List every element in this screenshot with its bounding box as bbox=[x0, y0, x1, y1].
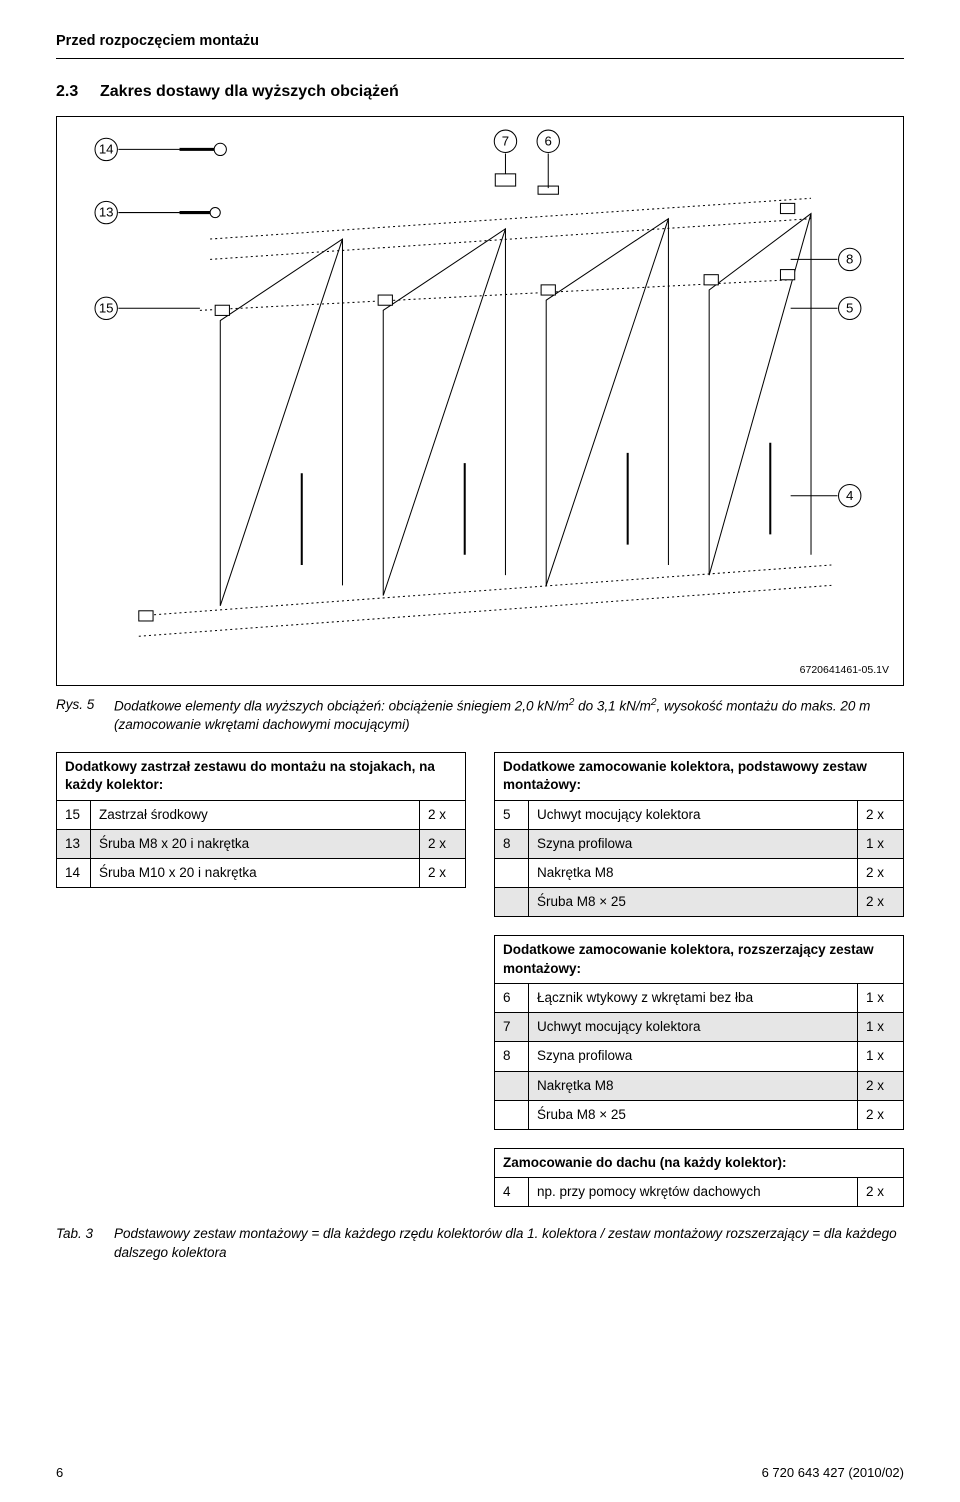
table-r3: Zamocowanie do dachu (na każdy kolektor)… bbox=[494, 1148, 904, 1207]
part-desc: Śruba M8 × 25 bbox=[529, 1100, 858, 1129]
part-number: 5 bbox=[495, 800, 529, 829]
part-qty: 2 x bbox=[858, 1071, 904, 1100]
table-row: 8Szyna profilowa1 x bbox=[495, 829, 904, 858]
exploded-diagram: 14 13 15 7 6 8 5 4 6720641461-05.1V bbox=[56, 116, 904, 686]
part-number bbox=[495, 888, 529, 917]
diagram-svg: 14 13 15 7 6 8 5 4 bbox=[69, 127, 891, 677]
figure-label: Rys. 5 bbox=[56, 696, 114, 734]
svg-text:13: 13 bbox=[99, 205, 114, 220]
svg-text:15: 15 bbox=[99, 301, 114, 316]
table-row: 7Uchwyt mocujący kolektora1 x bbox=[495, 1013, 904, 1042]
part-desc: Łącznik wtykowy z wkrętami bez łba bbox=[529, 983, 858, 1012]
part-qty: 2 x bbox=[858, 800, 904, 829]
callout-15: 15 bbox=[95, 297, 117, 319]
tables-row: Dodatkowy zastrzał zestawu do montażu na… bbox=[56, 752, 904, 1207]
svg-text:14: 14 bbox=[99, 142, 114, 157]
figure-code: 6720641461-05.1V bbox=[800, 663, 889, 677]
table-r2: Dodatkowe zamocowanie kolektora, rozszer… bbox=[494, 935, 904, 1130]
part-qty: 2 x bbox=[858, 888, 904, 917]
part-number: 4 bbox=[495, 1178, 529, 1207]
part-qty: 2 x bbox=[858, 1100, 904, 1129]
part-desc: Nakrętka M8 bbox=[529, 858, 858, 887]
part-number: 13 bbox=[57, 829, 91, 858]
section-title: 2.3Zakres dostawy dla wyższych obciążeń bbox=[56, 81, 904, 103]
table-row: 15Zastrzał środkowy2 x bbox=[57, 800, 466, 829]
part-desc: Szyna profilowa bbox=[529, 1042, 858, 1071]
callout-8: 8 bbox=[839, 248, 861, 270]
table-row: 6Łącznik wtykowy z wkrętami bez łba1 x bbox=[495, 983, 904, 1012]
table-row: 14Śruba M10 x 20 i nakrętka2 x bbox=[57, 858, 466, 887]
part-qty: 2 x bbox=[420, 858, 466, 887]
part-number: 8 bbox=[495, 1042, 529, 1071]
part-desc: Uchwyt mocujący kolektora bbox=[529, 800, 858, 829]
callout-5: 5 bbox=[839, 297, 861, 319]
svg-text:6: 6 bbox=[545, 133, 552, 148]
table-row: 8Szyna profilowa1 x bbox=[495, 1042, 904, 1071]
table-r2-head: Dodatkowe zamocowanie kolektora, rozszer… bbox=[495, 936, 904, 983]
right-col: Dodatkowe zamocowanie kolektora, podstaw… bbox=[494, 752, 904, 1207]
svg-text:4: 4 bbox=[846, 488, 853, 503]
table-row: 13Śruba M8 x 20 i nakrętka2 x bbox=[57, 829, 466, 858]
part-qty: 1 x bbox=[858, 983, 904, 1012]
table-left-head: Dodatkowy zastrzał zestawu do montażu na… bbox=[57, 753, 466, 800]
page-footer: 6 6 720 643 427 (2010/02) bbox=[56, 1464, 904, 1482]
part-number: 15 bbox=[57, 800, 91, 829]
part-qty: 1 x bbox=[858, 1013, 904, 1042]
part-qty: 1 x bbox=[858, 829, 904, 858]
doc-number: 6 720 643 427 (2010/02) bbox=[762, 1464, 904, 1482]
svg-text:5: 5 bbox=[846, 301, 853, 316]
table-caption-label: Tab. 3 bbox=[56, 1225, 114, 1261]
table-r3-head: Zamocowanie do dachu (na każdy kolektor)… bbox=[495, 1148, 904, 1177]
part-desc: Śruba M8 × 25 bbox=[529, 888, 858, 917]
part-desc: Śruba M10 x 20 i nakrętka bbox=[91, 858, 420, 887]
header-rule bbox=[56, 58, 904, 59]
part-number bbox=[495, 1071, 529, 1100]
left-col: Dodatkowy zastrzał zestawu do montażu na… bbox=[56, 752, 466, 1207]
table-r1-head: Dodatkowe zamocowanie kolektora, podstaw… bbox=[495, 753, 904, 800]
callout-13: 13 bbox=[95, 202, 117, 224]
part-qty: 2 x bbox=[858, 858, 904, 887]
callout-14: 14 bbox=[95, 138, 117, 160]
section-heading: Zakres dostawy dla wyższych obciążeń bbox=[100, 83, 399, 100]
table-row: 4np. przy pomocy wkrętów dachowych2 x bbox=[495, 1178, 904, 1207]
table-caption: Tab. 3 Podstawowy zestaw montażowy = dla… bbox=[56, 1225, 904, 1261]
table-row: Nakrętka M82 x bbox=[495, 1071, 904, 1100]
part-desc: Zastrzał środkowy bbox=[91, 800, 420, 829]
figure-caption: Rys. 5 Dodatkowe elementy dla wyższych o… bbox=[56, 696, 904, 734]
part-number: 8 bbox=[495, 829, 529, 858]
table-row: 5Uchwyt mocujący kolektora2 x bbox=[495, 800, 904, 829]
table-row: Nakrętka M82 x bbox=[495, 858, 904, 887]
part-number bbox=[495, 1100, 529, 1129]
part-desc: Uchwyt mocujący kolektora bbox=[529, 1013, 858, 1042]
part-qty: 1 x bbox=[858, 1042, 904, 1071]
part-qty: 2 x bbox=[858, 1178, 904, 1207]
page-header: Przed rozpoczęciem montażu bbox=[56, 32, 904, 52]
table-left: Dodatkowy zastrzał zestawu do montażu na… bbox=[56, 752, 466, 888]
table-caption-text: Podstawowy zestaw montażowy = dla każdeg… bbox=[114, 1225, 904, 1261]
figcap-a: Dodatkowe elementy dla wyższych obciążeń… bbox=[114, 699, 569, 714]
part-desc: Nakrętka M8 bbox=[529, 1071, 858, 1100]
page-number: 6 bbox=[56, 1464, 63, 1482]
callout-6: 6 bbox=[537, 130, 559, 152]
part-qty: 2 x bbox=[420, 829, 466, 858]
part-desc: np. przy pomocy wkrętów dachowych bbox=[529, 1178, 858, 1207]
part-desc: Śruba M8 x 20 i nakrętka bbox=[91, 829, 420, 858]
callout-4: 4 bbox=[839, 485, 861, 507]
part-number: 6 bbox=[495, 983, 529, 1012]
table-row: Śruba M8 × 252 x bbox=[495, 888, 904, 917]
table-row: Śruba M8 × 252 x bbox=[495, 1100, 904, 1129]
table-r1: Dodatkowe zamocowanie kolektora, podstaw… bbox=[494, 752, 904, 917]
svg-text:8: 8 bbox=[846, 252, 853, 267]
part-number bbox=[495, 858, 529, 887]
svg-text:7: 7 bbox=[502, 133, 509, 148]
figure-caption-text: Dodatkowe elementy dla wyższych obciążeń… bbox=[114, 696, 904, 734]
part-number: 14 bbox=[57, 858, 91, 887]
callout-7: 7 bbox=[494, 130, 516, 152]
part-number: 7 bbox=[495, 1013, 529, 1042]
part-desc: Szyna profilowa bbox=[529, 829, 858, 858]
part-qty: 2 x bbox=[420, 800, 466, 829]
figcap-b: do 3,1 kN/m bbox=[574, 699, 651, 714]
section-number: 2.3 bbox=[56, 81, 100, 103]
